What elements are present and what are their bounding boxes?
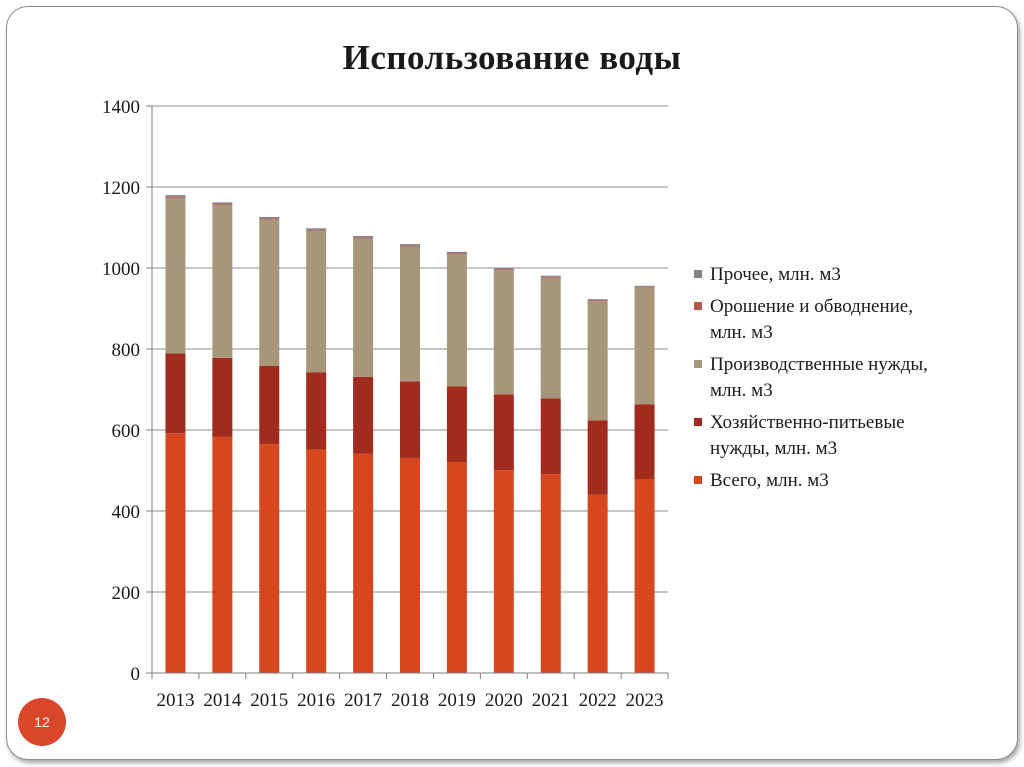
x-tick-label: 2014	[203, 690, 242, 711]
bar-segment	[165, 196, 186, 198]
y-tick-label: 1000	[102, 259, 140, 280]
bar-segment	[587, 301, 608, 421]
bar-segment	[587, 299, 608, 301]
chart-legend: Прочее, млн. м3 Орошение и обводнение, млн…	[694, 262, 994, 500]
y-tick-label: 800	[112, 340, 141, 361]
bar-segment	[400, 244, 420, 246]
bar-segment	[493, 269, 514, 271]
bar-segment	[446, 461, 467, 673]
bar-segment	[306, 228, 327, 230]
legend-swatch	[694, 302, 702, 310]
bar-segment	[493, 268, 514, 270]
legend-item: Прочее, млн. м3	[694, 262, 994, 288]
bar-segment	[306, 372, 327, 450]
legend-label: млн. м3	[710, 322, 773, 343]
bar-segment	[165, 353, 186, 434]
bar-segment	[400, 381, 420, 458]
bars	[165, 195, 655, 673]
bar-segment	[259, 366, 280, 445]
bar-segment	[353, 236, 374, 238]
bar-segment	[306, 229, 327, 231]
bar-segment	[634, 285, 655, 287]
bar-segment	[212, 202, 233, 205]
x-tick-label: 2023	[626, 690, 664, 711]
bar-segment	[540, 474, 561, 673]
bar-segment	[446, 386, 467, 462]
x-tick-label: 2016	[297, 690, 335, 711]
bar-segment	[306, 449, 327, 673]
x-tick-label: 2019	[438, 690, 476, 711]
bar-segment	[540, 277, 561, 399]
bar-segment	[400, 246, 420, 382]
y-tick-label: 1200	[102, 178, 140, 199]
bar-segment	[493, 270, 514, 395]
bar-segment	[446, 253, 467, 387]
bar-segment	[212, 204, 233, 205]
bar-segment	[165, 433, 186, 673]
bar-segment	[634, 479, 655, 673]
legend-swatch	[694, 360, 702, 368]
bar-segment	[306, 230, 327, 373]
bar-segment	[353, 238, 374, 377]
y-tick-label: 600	[112, 421, 141, 442]
bar-segment	[259, 218, 280, 220]
legend-label: Хозяйственно-питьевые	[710, 412, 905, 433]
bar-segment	[446, 253, 467, 254]
legend-item: Орошение и обводнение, млн. м3	[694, 294, 994, 346]
bar-segment	[353, 376, 374, 454]
bar-segment	[540, 398, 561, 475]
bar-segment	[259, 219, 280, 367]
legend-item: Хозяйственно-питьевые нужды, млн. м3	[694, 410, 994, 462]
bar-segment	[493, 470, 514, 673]
y-tick-label: 200	[112, 583, 141, 604]
legend-label: Прочее, млн. м3	[710, 264, 841, 285]
x-tick-label: 2015	[250, 690, 288, 711]
x-tick-label: 2017	[344, 690, 382, 711]
legend-swatch	[694, 418, 702, 426]
legend-swatch	[694, 476, 702, 484]
legend-item: Всего, млн. м3	[694, 468, 994, 494]
bar-segment	[400, 245, 420, 247]
legend-label: Орошение и обводнение,	[710, 296, 913, 317]
axes: 0 200 400 600 800 1000 1200 1400 2013 2014 2015 201…	[102, 97, 669, 711]
y-tick-label: 400	[112, 502, 141, 523]
bar-segment	[540, 275, 561, 277]
bar-segment	[165, 195, 186, 197]
bar-segment	[259, 216, 280, 219]
bar-segment	[212, 357, 233, 437]
bar-segment	[353, 453, 374, 673]
x-tick-label: 2018	[391, 690, 429, 711]
bar-segment	[634, 286, 655, 288]
bar-segment	[587, 300, 608, 302]
bar-segment	[259, 444, 280, 673]
slide-title: Использование воды	[342, 38, 682, 77]
bar-segment	[446, 251, 467, 254]
x-tick-label: 2022	[579, 690, 617, 711]
bar-segment	[634, 287, 655, 405]
x-tick-label: 2020	[485, 690, 523, 711]
page-number-badge: 12	[18, 698, 66, 746]
bar-segment	[540, 276, 561, 278]
x-tick-label: 2021	[532, 690, 570, 711]
legend-swatch	[694, 270, 702, 278]
y-tick-label: 1400	[102, 97, 140, 118]
bar-segment	[212, 204, 233, 358]
x-tick-label: 2013	[156, 690, 194, 711]
legend-label: нужды, млн. м3	[710, 438, 838, 459]
bar-segment	[587, 494, 608, 673]
bar-segment	[400, 457, 420, 673]
legend-item: Производственные нужды, млн. м3	[694, 352, 994, 404]
y-tick-label: 0	[131, 664, 141, 685]
legend-label: Производственные нужды,	[710, 354, 928, 375]
bar-segment	[212, 436, 233, 673]
bar-segment	[353, 237, 374, 239]
bar-segment	[493, 394, 514, 471]
legend-label: млн. м3	[710, 380, 773, 401]
bar-segment	[587, 420, 608, 495]
legend-label: Всего, млн. м3	[710, 470, 829, 491]
bar-segment	[634, 404, 655, 480]
bar-segment	[165, 197, 186, 354]
